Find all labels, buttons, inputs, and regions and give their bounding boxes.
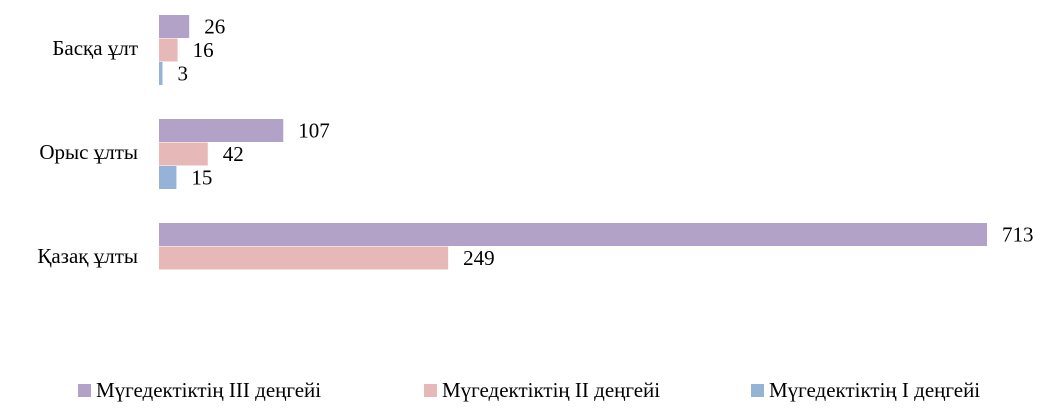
data-label: 42 — [223, 142, 244, 166]
data-label: 16 — [193, 38, 214, 62]
data-label: 15 — [191, 166, 212, 190]
data-label: 713 — [1002, 223, 1034, 247]
legend-swatch — [424, 384, 437, 397]
category-label: Орыс ұлты — [39, 140, 138, 164]
bar — [159, 38, 178, 62]
category-label: Қазақ ұлты — [37, 244, 138, 268]
bar — [159, 62, 163, 85]
data-label: 3 — [177, 62, 188, 86]
data-label: 107 — [298, 119, 330, 143]
category-label: Басқа ұлт — [52, 36, 138, 60]
bar — [159, 166, 177, 189]
bar — [159, 142, 208, 166]
legend-swatch — [751, 384, 764, 397]
data-label: 249 — [463, 246, 495, 270]
bar — [159, 246, 449, 270]
bar — [159, 15, 190, 38]
data-label: 26 — [204, 15, 225, 39]
legend-label: Мүгедектіктің I деңгейі — [769, 378, 980, 402]
bar — [159, 223, 987, 246]
legend-label: Мүгедектіктің II деңгейі — [442, 378, 660, 402]
bar — [159, 119, 284, 142]
legend-swatch — [78, 384, 91, 397]
legend-label: Мүгедектіктің III деңгейі — [96, 378, 321, 402]
